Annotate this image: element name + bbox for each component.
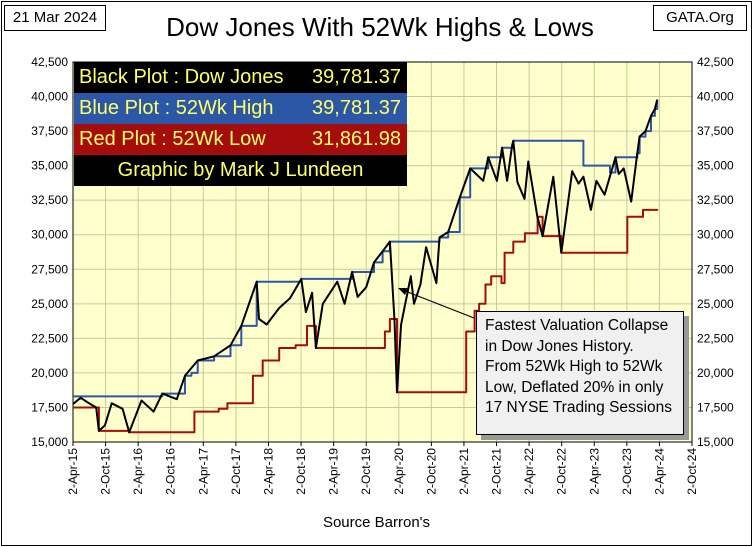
annotation-box: Fastest Valuation Collapse in Dow Jones … [476, 311, 684, 435]
annotation-arrow-head [398, 288, 408, 295]
y-tick-label-right: 17,500 [697, 400, 734, 414]
y-tick-label-right: 30,000 [697, 228, 734, 242]
y-tick-label-left: 32,500 [31, 193, 68, 207]
annotation-line: From 52Wk High to 52Wk [485, 358, 663, 375]
legend-52wk-low: Red Plot : 52Wk Low 31,861.98 [74, 124, 407, 155]
x-tick-label: 2-Apr-17 [196, 448, 210, 495]
annotation-line: 17 NYSE Trading Sessions [485, 399, 672, 416]
legend-52wk-high: Blue Plot : 52Wk High 39,781.37 [74, 93, 407, 124]
y-tick-label-left: 30,000 [31, 228, 68, 242]
x-tick-label: 2-Apr-23 [587, 448, 601, 495]
y-tick-label-right: 42,500 [697, 55, 734, 69]
x-tick-label: 2-Apr-15 [66, 448, 80, 495]
annotation-line: in Dow Jones History. [485, 337, 634, 355]
y-tick-label-left: 42,500 [31, 55, 68, 69]
y-tick-label-left: 15,000 [31, 435, 68, 449]
y-tick-label-right: 15,000 [697, 435, 734, 449]
y-tick-label-left: 40,000 [31, 90, 68, 104]
annotation-line: Low, Deflated 20% in only [485, 378, 664, 396]
x-tick-label: 2-Oct-20 [424, 448, 438, 495]
x-tick-label: 2-Oct-15 [99, 448, 113, 495]
legend-high-label: Blue Plot : 52Wk High [79, 97, 274, 119]
legend-high-value: 39,781.37 [312, 97, 401, 119]
y-tick-label-left: 22,500 [31, 331, 68, 345]
x-tick-label: 2-Oct-24 [685, 448, 699, 495]
y-tick-label-left: 35,000 [31, 159, 68, 173]
y-tick-label-right: 35,000 [697, 159, 734, 173]
low-52wk-line [73, 208, 659, 434]
legend-credit: Graphic by Mark J Lundeen [74, 155, 407, 186]
x-tick-label: 2-Apr-18 [261, 448, 275, 495]
x-tick-label: 2-Oct-19 [359, 448, 373, 495]
y-tick-label-right: 32,500 [697, 193, 734, 207]
dow-jones-line [72, 99, 659, 434]
y-tick-label-left: 20,000 [31, 366, 68, 380]
y-tick-label-right: 27,500 [697, 262, 734, 276]
x-tick-label: 2-Oct-17 [229, 448, 243, 495]
y-tick-label-left: 37,500 [31, 124, 68, 138]
x-tick-label: 2-Oct-22 [555, 448, 569, 495]
y-tick-label-right: 20,000 [697, 366, 734, 380]
x-tick-label: 2-Oct-21 [490, 448, 504, 495]
y-tick-label-right: 37,500 [697, 124, 734, 138]
y-tick-label-left: 27,500 [31, 262, 68, 276]
x-tick-label: 2-Oct-23 [620, 448, 634, 495]
annotation-arrow-line [399, 288, 475, 319]
y-tick-label-left: 25,000 [31, 297, 68, 311]
x-tick-label: 2-Apr-16 [131, 448, 145, 495]
x-axis-label: Source Barron's [322, 514, 431, 531]
y-tick-label-right: 22,500 [697, 331, 734, 345]
x-tick-label: 2-Oct-18 [294, 448, 308, 495]
x-tick-label: 2-Apr-22 [522, 448, 536, 495]
annotation-line: Fastest Valuation Collapse [485, 317, 669, 334]
legend-low-value: 31,861.98 [312, 128, 401, 150]
y-tick-label-left: 17,500 [31, 400, 68, 414]
legend-low-label: Red Plot : 52Wk Low [79, 128, 266, 150]
y-tick-label-right: 40,000 [697, 90, 734, 104]
y-tick-label-right: 25,000 [697, 297, 734, 311]
x-tick-label: 2-Apr-20 [392, 448, 406, 495]
site-label: GATA.Org [653, 5, 747, 31]
x-tick-label: 2-Apr-19 [327, 448, 341, 495]
chart-title: Dow Jones With 52Wk Highs & Lows [166, 12, 594, 42]
x-tick-label: 2-Apr-24 [652, 448, 666, 495]
legend-dow-label: Black Plot : Dow Jones [79, 66, 284, 88]
date-stamp: 21 Mar 2024 [4, 5, 106, 31]
x-tick-label: 2-Apr-21 [457, 448, 471, 495]
legend-dow-value: 39,781.37 [312, 66, 401, 88]
x-tick-label: 2-Oct-16 [164, 448, 178, 495]
legend-dow-jones: Black Plot : Dow Jones 39,781.37 [74, 62, 407, 93]
